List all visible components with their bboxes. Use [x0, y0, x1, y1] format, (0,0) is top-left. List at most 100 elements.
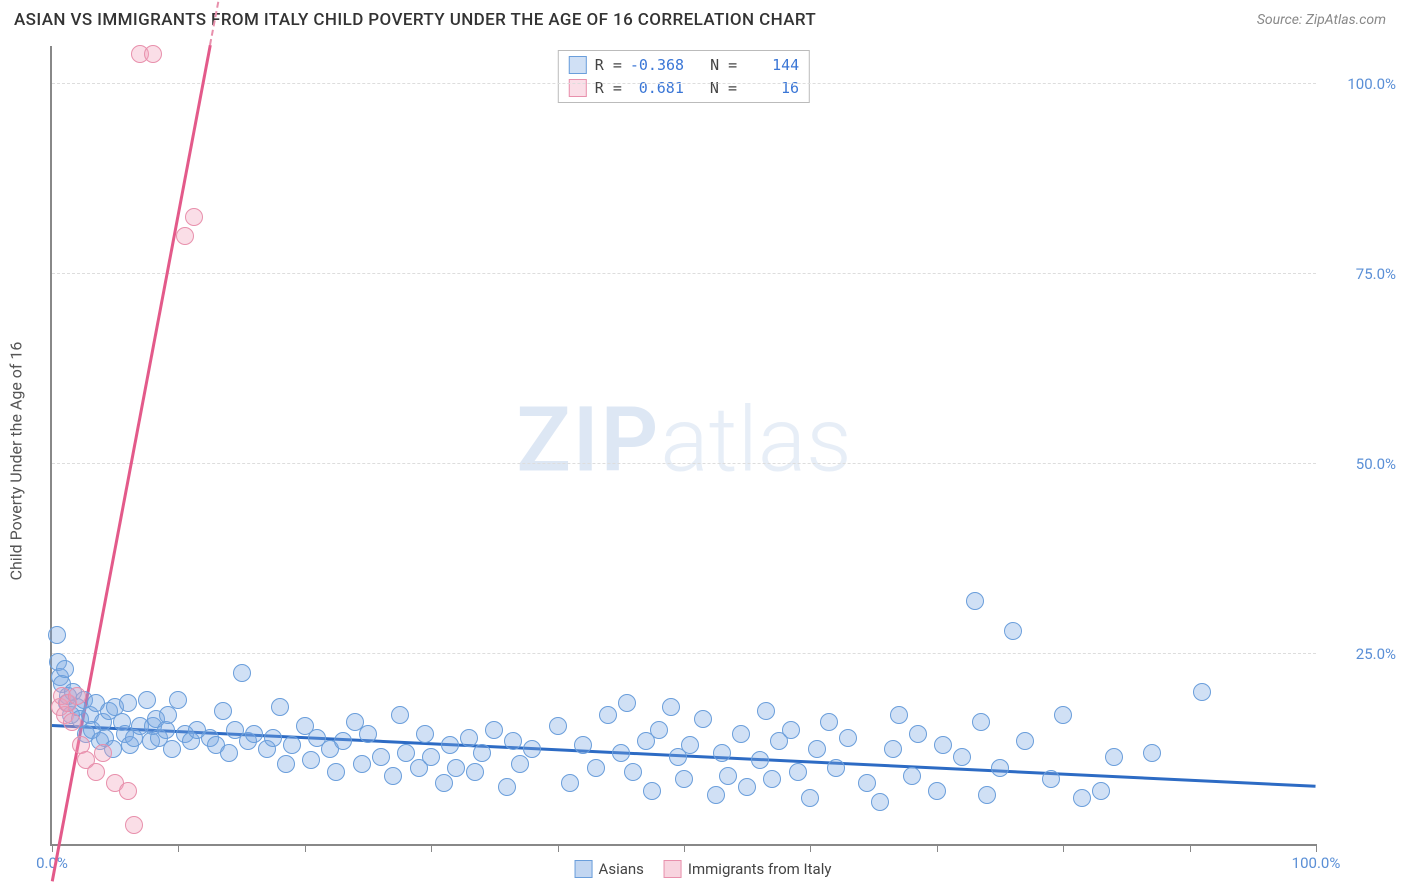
stat-label-n: N =: [692, 54, 737, 77]
data-point: [719, 767, 737, 785]
watermark: ZIPatlas: [516, 387, 851, 492]
data-point: [353, 755, 371, 773]
data-point: [422, 748, 440, 766]
legend-swatch: [664, 860, 682, 878]
data-point: [391, 706, 409, 724]
data-point: [890, 706, 908, 724]
data-point: [245, 725, 263, 743]
data-point: [138, 691, 156, 709]
data-point: [624, 763, 642, 781]
data-point: [144, 45, 162, 63]
data-point: [416, 725, 434, 743]
x-tick: [810, 844, 811, 852]
data-point: [498, 778, 516, 796]
y-tick-label: 100.0%: [1326, 75, 1396, 93]
x-tick: [1063, 844, 1064, 852]
x-tick: [937, 844, 938, 852]
x-tick: [52, 844, 53, 852]
x-tick: [1316, 844, 1317, 852]
data-point: [1054, 706, 1072, 724]
data-point: [871, 793, 889, 811]
stat-label-r: R =: [595, 77, 622, 100]
data-point: [119, 782, 137, 800]
data-point: [185, 208, 203, 226]
stat-label-r: R =: [595, 54, 622, 77]
data-point: [707, 786, 725, 804]
legend-swatch: [569, 56, 587, 74]
gridline-h: [52, 463, 1316, 464]
data-point: [1004, 622, 1022, 640]
stat-value-r: -0.368: [630, 54, 684, 77]
data-point: [233, 664, 251, 682]
data-point: [1143, 744, 1161, 762]
data-point: [384, 767, 402, 785]
data-point: [485, 721, 503, 739]
data-point: [277, 755, 295, 773]
watermark-light: atlas: [660, 387, 851, 492]
data-point: [473, 744, 491, 762]
data-point: [271, 698, 289, 716]
gridline-h: [52, 83, 1316, 84]
data-point: [763, 770, 781, 788]
data-point: [782, 721, 800, 739]
x-tick: [431, 844, 432, 852]
data-point: [966, 592, 984, 610]
data-point: [176, 227, 194, 245]
data-point: [612, 744, 630, 762]
x-tick: [305, 844, 306, 852]
y-axis-label: Child Poverty Under the Age of 16: [7, 342, 26, 581]
data-point: [574, 736, 592, 754]
chart-container: Child Poverty Under the Age of 16 ZIPatl…: [0, 36, 1406, 886]
data-point: [681, 736, 699, 754]
data-point: [801, 789, 819, 807]
data-point: [1073, 789, 1091, 807]
data-point: [643, 782, 661, 800]
data-point: [87, 763, 105, 781]
data-point: [397, 744, 415, 762]
data-point: [163, 740, 181, 758]
data-point: [302, 751, 320, 769]
data-point: [909, 725, 927, 743]
data-point: [441, 736, 459, 754]
data-point: [435, 774, 453, 792]
data-point: [1105, 748, 1123, 766]
data-point: [56, 660, 74, 678]
data-point: [991, 759, 1009, 777]
stat-row: R =0.681 N =16: [569, 77, 799, 100]
data-point: [599, 706, 617, 724]
data-point: [283, 736, 301, 754]
legend-label: Immigrants from Italy: [688, 860, 832, 878]
data-point: [732, 725, 750, 743]
data-point: [264, 729, 282, 747]
correlation-stats-box: R =-0.368 N =144R =0.681 N =16: [558, 50, 810, 103]
data-point: [359, 725, 377, 743]
data-point: [1193, 683, 1211, 701]
data-point: [511, 755, 529, 773]
gridline-h: [52, 273, 1316, 274]
data-point: [618, 694, 636, 712]
data-point: [48, 626, 66, 644]
data-point: [372, 748, 390, 766]
legend: AsiansImmigrants from Italy: [575, 860, 832, 878]
data-point: [68, 687, 86, 705]
x-tick-label: 100.0%: [1292, 854, 1341, 872]
data-point: [858, 774, 876, 792]
legend-swatch: [575, 860, 593, 878]
y-tick-label: 75.0%: [1326, 265, 1396, 283]
data-point: [159, 706, 177, 724]
data-point: [1092, 782, 1110, 800]
data-point: [713, 744, 731, 762]
stat-value-n: 144: [745, 54, 799, 77]
data-point: [157, 721, 175, 739]
data-point: [789, 763, 807, 781]
data-point: [928, 782, 946, 800]
watermark-bold: ZIP: [516, 387, 660, 492]
data-point: [587, 759, 605, 777]
data-point: [466, 763, 484, 781]
stat-value-r: 0.681: [630, 77, 684, 100]
x-tick: [1190, 844, 1191, 852]
data-point: [220, 744, 238, 762]
x-tick: [684, 844, 685, 852]
data-point: [119, 694, 137, 712]
data-point: [169, 691, 187, 709]
